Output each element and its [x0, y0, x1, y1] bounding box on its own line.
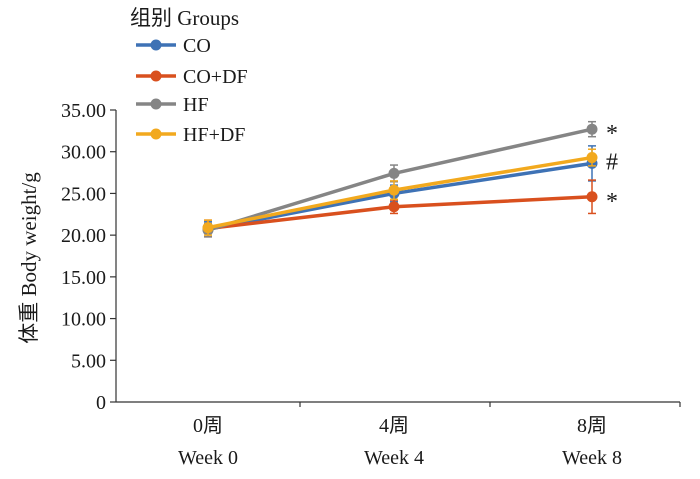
legend-label: HF — [183, 94, 209, 116]
legend-swatch-marker — [150, 128, 162, 140]
x-tick-label-secondary: Week 8 — [562, 447, 622, 469]
legend-label: CO — [183, 35, 211, 57]
y-tick-label: 35.00 — [61, 100, 106, 122]
y-tick-label: 5.00 — [71, 350, 106, 372]
y-axis-title: 体重 Body weight/g — [17, 172, 41, 344]
y-tick-label: 25.00 — [61, 183, 106, 205]
legend-swatch-marker — [150, 39, 162, 51]
significance-mark: # — [606, 150, 618, 176]
y-tick-label: 10.00 — [61, 309, 106, 331]
x-tick-label-secondary: Week 0 — [178, 447, 238, 469]
legend-swatch-marker — [150, 70, 162, 82]
y-tick-label: 30.00 — [61, 142, 106, 164]
series-hf-df — [202, 148, 598, 236]
legend-swatch-marker — [150, 98, 162, 110]
data-point — [586, 123, 598, 135]
data-point — [202, 222, 214, 234]
x-tick-label: 4周 — [379, 415, 409, 437]
data-point — [586, 152, 598, 164]
x-tick-label: 8周 — [577, 415, 607, 437]
data-point — [586, 191, 598, 203]
data-point — [388, 184, 400, 196]
y-tick-label: 15.00 — [61, 267, 106, 289]
y-tick-label: 0 — [96, 392, 106, 414]
data-point — [388, 201, 400, 213]
legend-label: HF+DF — [183, 124, 245, 146]
significance-mark: * — [606, 121, 618, 147]
x-tick-label: 0周 — [193, 415, 223, 437]
significance-mark: * — [606, 189, 618, 215]
legend-label: CO+DF — [183, 66, 248, 88]
legend-title: 组别 Groups — [130, 6, 239, 30]
x-tick-label-secondary: Week 4 — [364, 447, 424, 469]
y-tick-label: 20.00 — [61, 225, 106, 247]
data-point — [388, 167, 400, 179]
